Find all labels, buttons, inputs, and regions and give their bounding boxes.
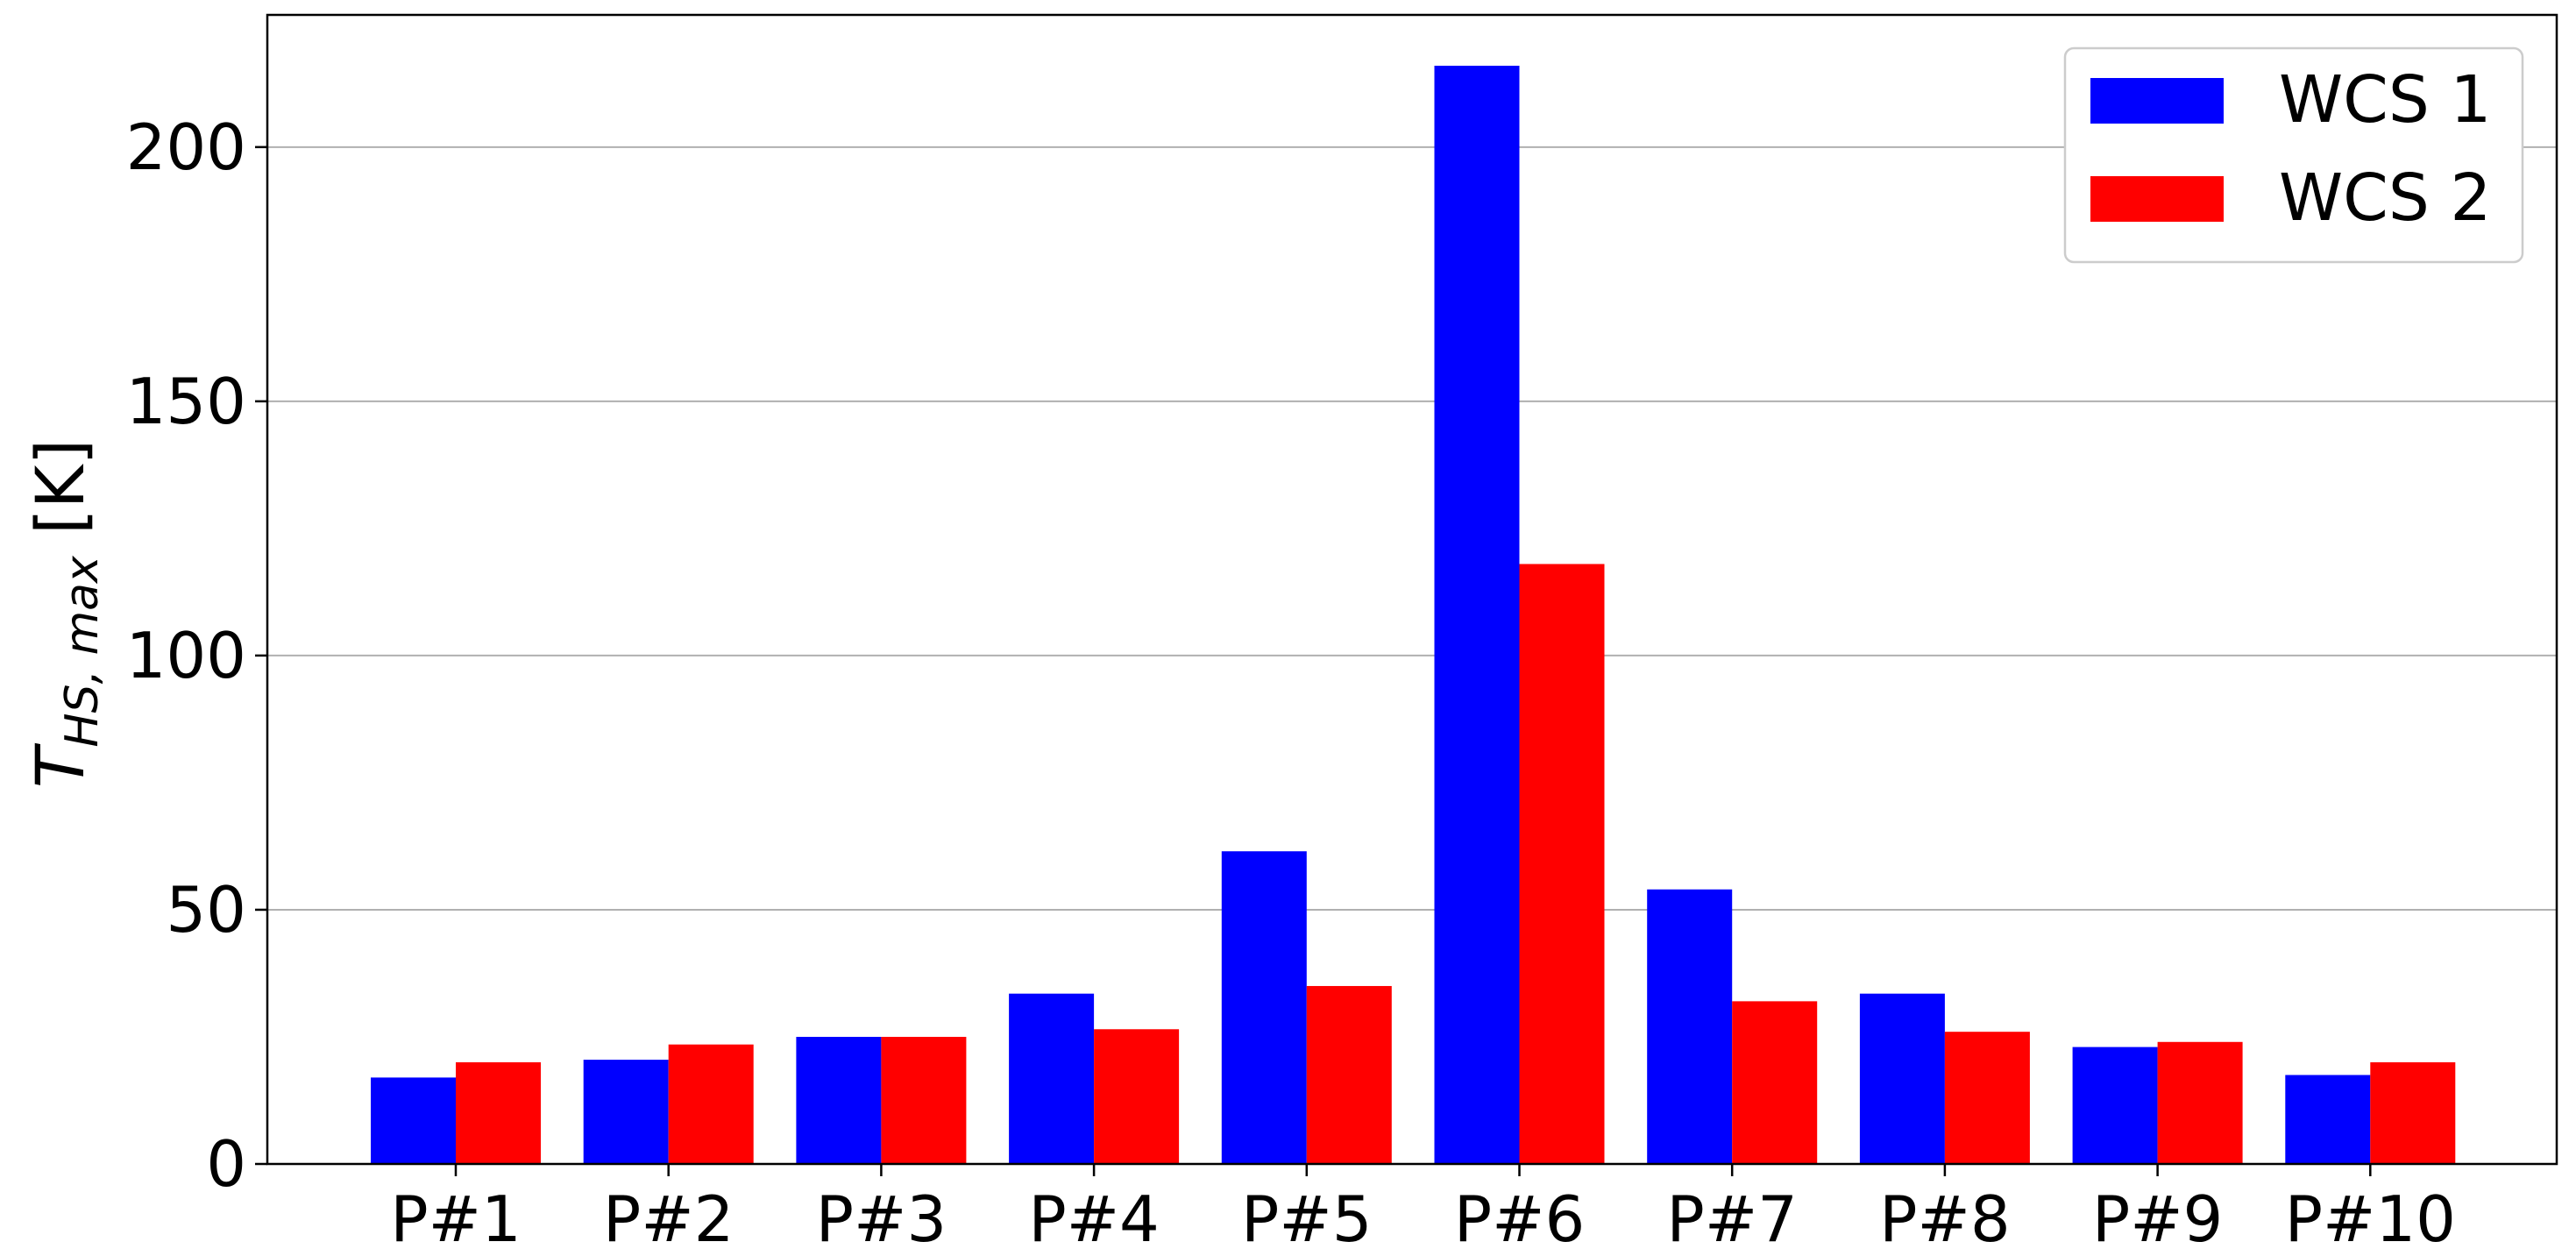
x-tick-label: P#3 bbox=[816, 1182, 947, 1256]
y-axis-label-subscript: HS, max bbox=[56, 555, 109, 748]
bars bbox=[371, 66, 2456, 1165]
y-axis-label: THS, max [K] bbox=[21, 439, 109, 788]
x-tick-label: P#10 bbox=[2285, 1182, 2456, 1256]
y-tick-label: 0 bbox=[206, 1127, 246, 1201]
bar-wcs-2 bbox=[668, 1044, 754, 1164]
bar-wcs-1 bbox=[371, 1077, 456, 1164]
bar-wcs-1 bbox=[1221, 851, 1307, 1164]
legend-label: WCS 2 bbox=[2279, 160, 2491, 236]
legend-label: WCS 1 bbox=[2279, 62, 2491, 138]
legend-swatch bbox=[2090, 176, 2224, 222]
bar-wcs-2 bbox=[2157, 1041, 2243, 1164]
x-tick-label: P#4 bbox=[1028, 1182, 1160, 1256]
bar-wcs-1 bbox=[1859, 993, 1945, 1164]
y-tick-label: 150 bbox=[126, 365, 246, 438]
bar-wcs-2 bbox=[456, 1061, 541, 1164]
bar-wcs-2 bbox=[1306, 985, 1392, 1164]
bar-wcs-2 bbox=[1944, 1032, 2030, 1164]
y-axis-label-unit: [K] bbox=[21, 439, 99, 556]
y-axis-label-main: T bbox=[21, 742, 99, 788]
y-tick-label: 50 bbox=[166, 873, 246, 947]
x-tick-label: P#1 bbox=[390, 1182, 522, 1256]
legend-swatch bbox=[2090, 78, 2224, 124]
plot-frame bbox=[266, 13, 2558, 1166]
x-tick-label: P#9 bbox=[2092, 1182, 2224, 1256]
x-tick-label: P#5 bbox=[1241, 1182, 1373, 1256]
bar-wcs-2 bbox=[881, 1036, 967, 1164]
bar-wcs-1 bbox=[1434, 66, 1520, 1165]
bar-wcs-1 bbox=[2285, 1075, 2371, 1164]
x-tick-label: P#2 bbox=[603, 1182, 734, 1256]
bar-wcs-1 bbox=[796, 1036, 882, 1164]
x-tick-label: P#8 bbox=[1879, 1182, 2011, 1256]
bar-wcs-2 bbox=[1094, 1029, 1180, 1164]
bar-wcs-1 bbox=[2072, 1047, 2158, 1164]
bar-wcs-1 bbox=[1647, 889, 1733, 1164]
bar-wcs-2 bbox=[2370, 1061, 2456, 1164]
bar-wcs-2 bbox=[1732, 1001, 1818, 1164]
bar-wcs-2 bbox=[1519, 564, 1605, 1164]
y-tick-label: 100 bbox=[126, 619, 246, 692]
bar-wcs-1 bbox=[583, 1060, 669, 1164]
legend: WCS 1 WCS 2 bbox=[2063, 46, 2524, 264]
y-tick-label: 200 bbox=[126, 110, 246, 184]
y-axis-ticks: 0 50 100 150 200 bbox=[126, 110, 267, 1201]
bar-wcs-1 bbox=[1009, 993, 1095, 1164]
x-tick-label: P#6 bbox=[1454, 1182, 1586, 1256]
x-tick-label: P#7 bbox=[1666, 1182, 1798, 1256]
x-axis-ticks: P#1 P#2 P#3 P#4 P#5 P#6 P#7 P#8 P#9 P#10 bbox=[390, 1164, 2456, 1256]
